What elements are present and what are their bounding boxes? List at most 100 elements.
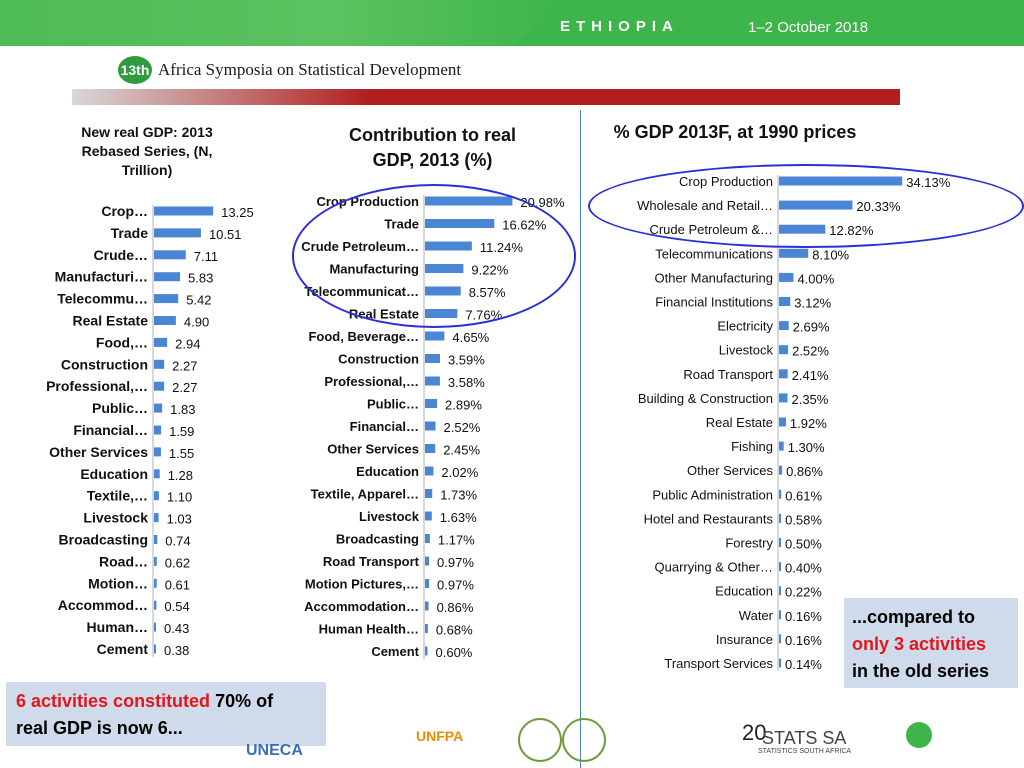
chart1-value-label: 0.54 [164,599,189,614]
chart3-category-label: Telecommunications [655,246,773,261]
chart2-bar [425,331,445,341]
chart3-bar [779,248,809,258]
chart1-category-label: Food,… [96,334,148,350]
uneca-logo: UNECA [246,742,303,759]
header-banner: ETHIOPIA 1–2 October 2018 [0,0,1024,46]
chart1-category-label: Manufacturi… [55,269,148,285]
chart1-bar [154,622,156,632]
chart2-bar [425,534,430,543]
chart3-category-label: Building & Construction [638,391,773,406]
chart3-title: % GDP 2013F, at 1990 prices [613,122,857,142]
chart2-value-label: 1.63% [440,510,477,525]
chart1-bar [154,206,214,216]
callout-right-line3: in the old series [852,661,990,681]
callout-left-line2: real GDP is now 6... [16,718,183,738]
chart1-value-label: 5.83 [188,271,213,286]
red-bar-fade [72,89,372,105]
chart3-bar [779,489,782,499]
chart1-value-label: 0.38 [164,643,189,658]
chart1-category-label: Other Services [49,444,148,460]
chart2-category-label: Broadcasting [336,532,419,547]
callout-right-line2: only 3 activities [852,634,987,654]
chart1-bar [154,469,160,479]
chart3-bar [779,586,781,596]
chart1-value-label: 1.10 [167,490,192,505]
chart1-value-label: 2.27 [172,380,197,395]
chart1-value-label: 1.55 [169,446,194,461]
chart3-value-label: 2.52% [792,344,829,359]
chart3-bar [779,634,781,644]
unfpa-logo: UNFPA [416,728,464,744]
chart3-category-label: Financial Institutions [655,295,773,310]
chart1-bar [154,556,157,566]
chart1-category-label: Construction [61,356,148,372]
chart1-bar [154,250,186,260]
chart2-value-label: 0.86% [437,600,474,615]
chart2-category-label: Textile, Apparel… [311,487,419,502]
chart3-bar [779,417,786,427]
chart1-value-label: 2.27 [172,358,197,373]
chart1-value-label: 5.42 [186,293,211,308]
chart2-value-label: 0.97% [437,578,474,593]
chart1-value-label: 7.11 [194,249,218,264]
chart2-value-label: 2.45% [443,443,480,458]
chart2-value-label: 0.60% [436,645,473,660]
chart1-bar [154,447,161,457]
callout-new-series: 6 activities constituted 70% of real GDP… [6,682,326,746]
chart1-category-label: Motion… [88,575,148,591]
event-dates: 1–2 October 2018 [748,19,869,36]
chart3-bar [779,369,788,379]
chart1-category-label: Telecommu… [57,291,148,307]
chart2-bar [425,489,433,498]
chart2-value-label: 2.52% [444,420,481,435]
chart1-value-label: 13.25 [221,205,254,220]
chart3-category-label: Insurance [716,632,773,647]
chart3-bar [779,297,791,306]
chart1-bar [154,381,165,391]
header-red-bar [72,89,900,105]
highlight-ring-chart3 [588,164,1024,248]
chart3-category-label: Education [715,584,773,599]
chart1-bar [154,535,158,544]
chart1-bar [154,228,201,238]
chart2-value-label: 0.97% [437,555,474,570]
chart1-category-label: Public… [92,400,148,416]
chart2-value-label: 0.68% [436,623,473,638]
country-label: ETHIOPIA [560,18,679,35]
chart1-title: New real GDP: 2013 Rebased Series, (N, T… [81,124,213,178]
chart1-category-label: Cement [97,641,149,657]
highlight-ring-chart2 [292,184,576,328]
chart3-bar [779,465,783,475]
chart1-bar [154,644,156,654]
statssa-logo: STATS SA [762,728,847,748]
chart1-bar [154,425,162,435]
chart3-category-label: Water [739,608,774,623]
chart3-value-label: 0.22% [785,585,822,600]
chart3-bar [779,538,781,547]
chart3-value-label: 2.35% [791,392,828,407]
banner-decoration [0,0,560,46]
chart1-value-label: 2.94 [175,336,200,351]
chart3-category-label: Other Manufacturing [654,270,773,285]
chart3-bar [779,562,781,572]
chart1-value-label: 4.90 [184,315,209,330]
chart2-bar [425,646,428,656]
chart2-bar [425,354,440,363]
chart1-bar [154,359,165,369]
chart2-bar [425,444,436,453]
chart3-category-label: Hotel and Restaurants [644,511,774,526]
chart1-value-label: 1.28 [168,468,193,483]
chart3-value-label: 2.69% [793,320,830,335]
chart2-bar [425,556,430,566]
chart3-value-label: 0.86% [786,464,823,479]
chart2-category-label: Livestock [359,509,420,524]
chart3-value-label: 0.40% [785,561,822,576]
chart2-category-label: Professional,… [324,374,419,389]
chart3-value-label: 0.16% [785,633,822,648]
chart1-value-label: 1.83 [170,402,195,417]
chart1-bar [154,294,179,304]
chart2-bar [425,376,440,386]
chart1-bar [154,513,159,523]
chart3-value-label: 0.14% [785,657,822,672]
chart1-value-label: 0.74 [165,534,190,549]
